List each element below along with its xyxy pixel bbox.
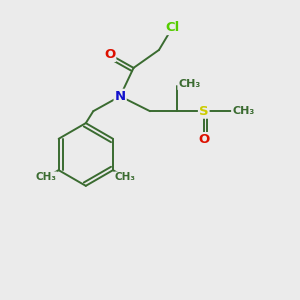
Text: N: N bbox=[115, 90, 126, 103]
Text: O: O bbox=[104, 48, 115, 61]
Text: CH₃: CH₃ bbox=[178, 79, 200, 89]
Text: Cl: Cl bbox=[165, 21, 179, 34]
Text: O: O bbox=[198, 133, 209, 146]
Text: CH₃: CH₃ bbox=[232, 106, 254, 116]
Text: S: S bbox=[199, 105, 208, 118]
Text: CH₃: CH₃ bbox=[36, 172, 57, 182]
Text: CH₃: CH₃ bbox=[115, 172, 136, 182]
